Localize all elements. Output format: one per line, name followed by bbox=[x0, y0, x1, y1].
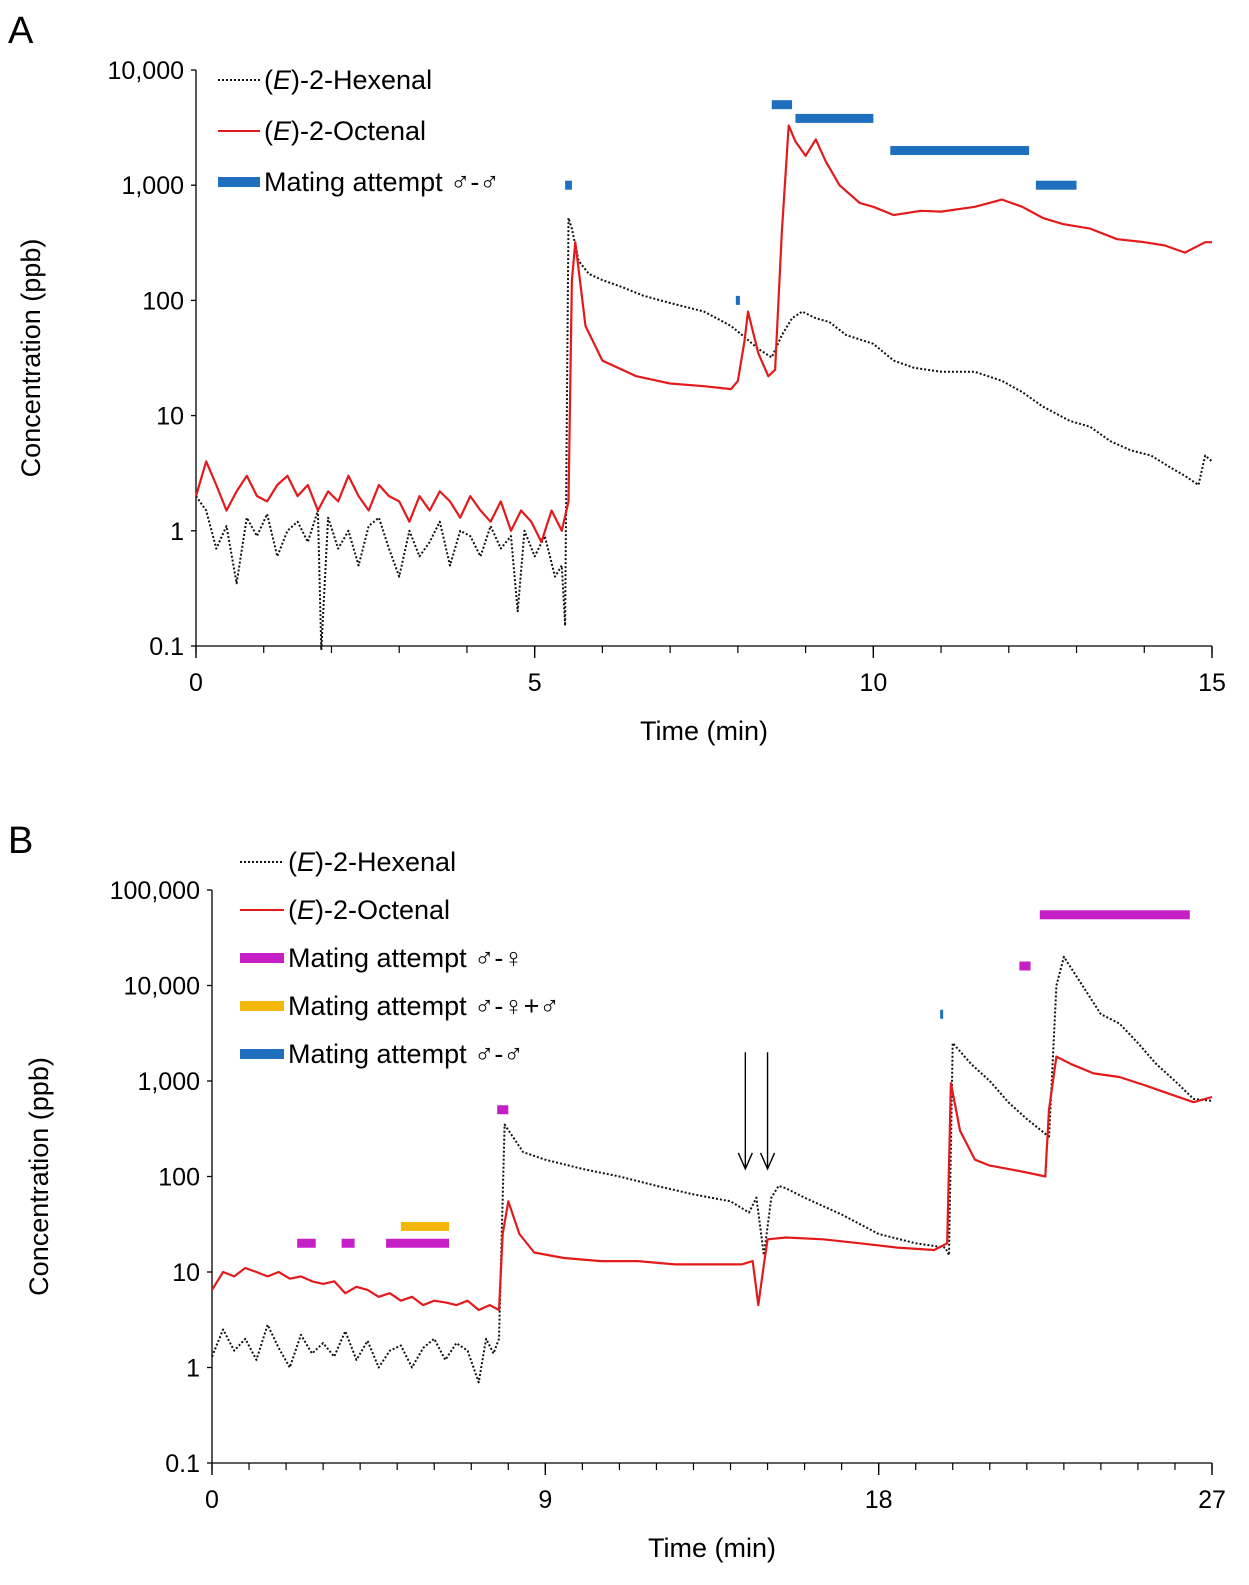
panel-a-mating-bar bbox=[1035, 180, 1077, 190]
panel-a-y-tick-label: 10 bbox=[156, 403, 184, 431]
panel-b-mating-bar bbox=[386, 1238, 450, 1248]
panel-b-x-axis-label: Time (min) bbox=[648, 1533, 776, 1563]
panel-b-y-tick-label: 1 bbox=[186, 1355, 200, 1383]
panel-b-series-hexenal bbox=[211, 955, 1213, 1384]
panel-a-legend-label: Mating attempt ♂-♂ bbox=[264, 167, 500, 197]
panel-a-y-tick-label: 100 bbox=[142, 287, 184, 315]
panel-b-mating-bar bbox=[1039, 910, 1190, 920]
panel-b-x-tick-label: 18 bbox=[865, 1486, 893, 1514]
panel-b-label: B bbox=[8, 820, 34, 862]
panel-b-legend-label: Mating attempt ♂-♀ bbox=[288, 943, 524, 973]
panel-b-y-tick-label: 100,000 bbox=[110, 877, 200, 905]
panel-b-y-tick-label: 0.1 bbox=[165, 1450, 200, 1478]
panel-a-mating-bar bbox=[735, 295, 740, 305]
panel-b-plot: 0.1 1 10 100 1,000 10,000 100,000 0 9 18 27 Time (m… bbox=[24, 847, 1226, 1563]
panel-b-legend-label: (E)-2-Hexenal bbox=[288, 847, 456, 877]
panel-b-legend-swatch bbox=[240, 953, 284, 963]
panel-b-y-tick-label: 10 bbox=[172, 1259, 200, 1287]
panel-b-mating-bar bbox=[497, 1105, 509, 1115]
panel-a-y-tick-label: 1 bbox=[170, 518, 184, 546]
panel-a-y-tick-label: 0.1 bbox=[149, 633, 184, 661]
panel-b-mating-bar bbox=[1019, 961, 1031, 971]
panel-b-y-axis-label: Concentration (ppb) bbox=[24, 1057, 54, 1296]
panel-b-mating-bar bbox=[940, 1009, 944, 1019]
panel-a-x-tick-label: 10 bbox=[859, 669, 887, 697]
panel-b-y-tick-label: 1,000 bbox=[137, 1068, 200, 1096]
panel-a-mating-bar bbox=[565, 180, 572, 190]
panel-b-arrow-head bbox=[737, 1152, 753, 1171]
panel-a-series-hexenal bbox=[195, 216, 1213, 651]
panel-a-plot: 0.1 1 10 100 1,000 10,000 0 5 10 15 Time (min) Conc… bbox=[16, 57, 1226, 746]
panel-b-x-tick-label: 9 bbox=[538, 1486, 552, 1514]
panel-b-legend-label: Mating attempt ♂-♂ bbox=[288, 1039, 524, 1069]
panel-a-mating-bar bbox=[890, 146, 1030, 156]
panel-b-x-tick-label: 0 bbox=[205, 1486, 219, 1514]
panel-b-mating-bar bbox=[400, 1221, 450, 1231]
panel-b-series-octenal bbox=[211, 1055, 1213, 1312]
panel-b-mating-bar bbox=[341, 1238, 355, 1248]
panel-a-mating-bar bbox=[771, 100, 793, 110]
panel-b-legend-label: Mating attempt ♂-♀+♂ bbox=[288, 991, 560, 1021]
panel-a-legend-label: (E)-2-Hexenal bbox=[264, 65, 432, 95]
panel-b-x-tick-label: 27 bbox=[1198, 1486, 1226, 1514]
panel-b-y-tick-label: 100 bbox=[158, 1164, 200, 1192]
panel-a-legend-label: (E)-2-Octenal bbox=[264, 116, 426, 146]
panel-a-x-tick-label: 5 bbox=[528, 669, 542, 697]
panel-a-x-axis-label: Time (min) bbox=[640, 716, 768, 746]
panel-b-legend-swatch bbox=[240, 1001, 284, 1011]
panel-b-y-tick-label: 10,000 bbox=[124, 973, 200, 1001]
panel-b-legend-swatch bbox=[240, 1049, 284, 1059]
panel-a-series-octenal bbox=[194, 124, 1212, 544]
panel-a-y-axis-label: Concentration (ppb) bbox=[16, 239, 46, 478]
panel-b-arrow-head bbox=[759, 1152, 776, 1171]
panel-b-mating-bar bbox=[297, 1238, 316, 1248]
panel-a-legend-swatch bbox=[218, 177, 260, 187]
panel-a-x-tick-label: 15 bbox=[1198, 669, 1226, 697]
panel-a-y-tick-label: 1,000 bbox=[121, 172, 184, 200]
panel-a-y-tick-label: 10,000 bbox=[108, 57, 184, 85]
panel-a-x-tick-label: 0 bbox=[189, 669, 203, 697]
panel-a-mating-bar bbox=[795, 113, 874, 123]
panel-a-label: A bbox=[8, 10, 34, 52]
panel-b-legend-label: (E)-2-Octenal bbox=[288, 895, 450, 925]
